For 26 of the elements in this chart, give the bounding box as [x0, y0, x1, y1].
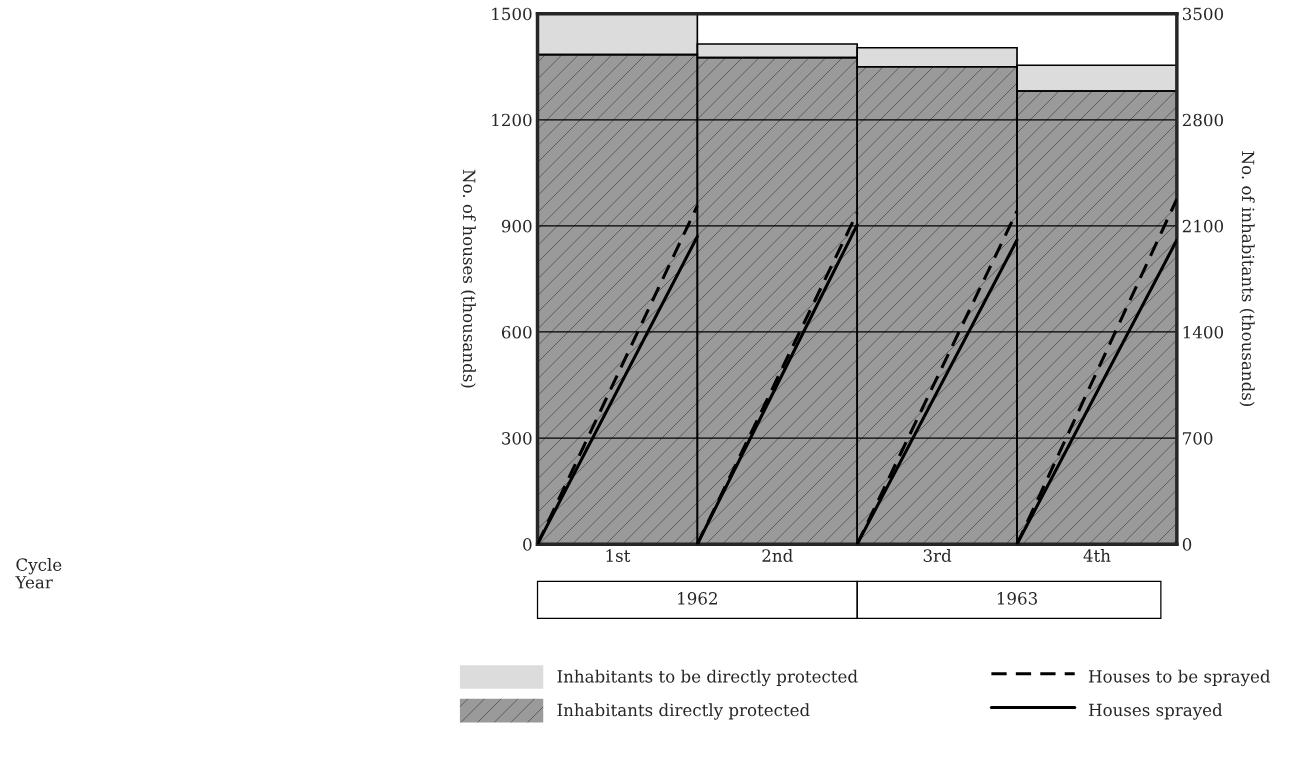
- y2-tick-label: 3500: [1182, 7, 1224, 21]
- legend-label: Inhabitants to be directly protected: [557, 669, 858, 687]
- y-tick-label: 1200: [492, 113, 532, 127]
- x-tick-label: 1st: [606, 549, 631, 562]
- text: 1962: [678, 592, 717, 605]
- y2-axis-title: No. of inhabitants (thousands): [1239, 151, 1255, 406]
- y-tick-label: 0: [523, 538, 532, 551]
- x-tick-label: 4th: [1083, 549, 1111, 562]
- y2-tick-label: 0: [1182, 538, 1192, 551]
- y-tick-label: 900: [501, 219, 532, 233]
- y-axis-title: No. of houses (thousands): [460, 169, 476, 388]
- y-tick-label: 300: [502, 432, 532, 445]
- y2-tick-label: 2100: [1182, 219, 1224, 233]
- legend-label: Inhabitants directly protected: [557, 703, 810, 720]
- text: Cycle: [16, 558, 62, 575]
- y-tick-label: 600: [501, 325, 532, 339]
- x-tick-label: 3rd: [923, 549, 952, 562]
- y-tick-label: 1500: [492, 7, 532, 21]
- y2-tick-label: 2800: [1182, 113, 1224, 127]
- x-tick-label: 2nd: [762, 549, 793, 562]
- text: 1963: [997, 592, 1037, 605]
- text: Year: [15, 576, 53, 589]
- y2-tick-label: 1400: [1183, 325, 1224, 339]
- legend-label: Houses sprayed: [1088, 703, 1223, 720]
- y2-tick-label: 700: [1183, 432, 1213, 445]
- legend-label: Houses to be sprayed: [1088, 669, 1271, 687]
